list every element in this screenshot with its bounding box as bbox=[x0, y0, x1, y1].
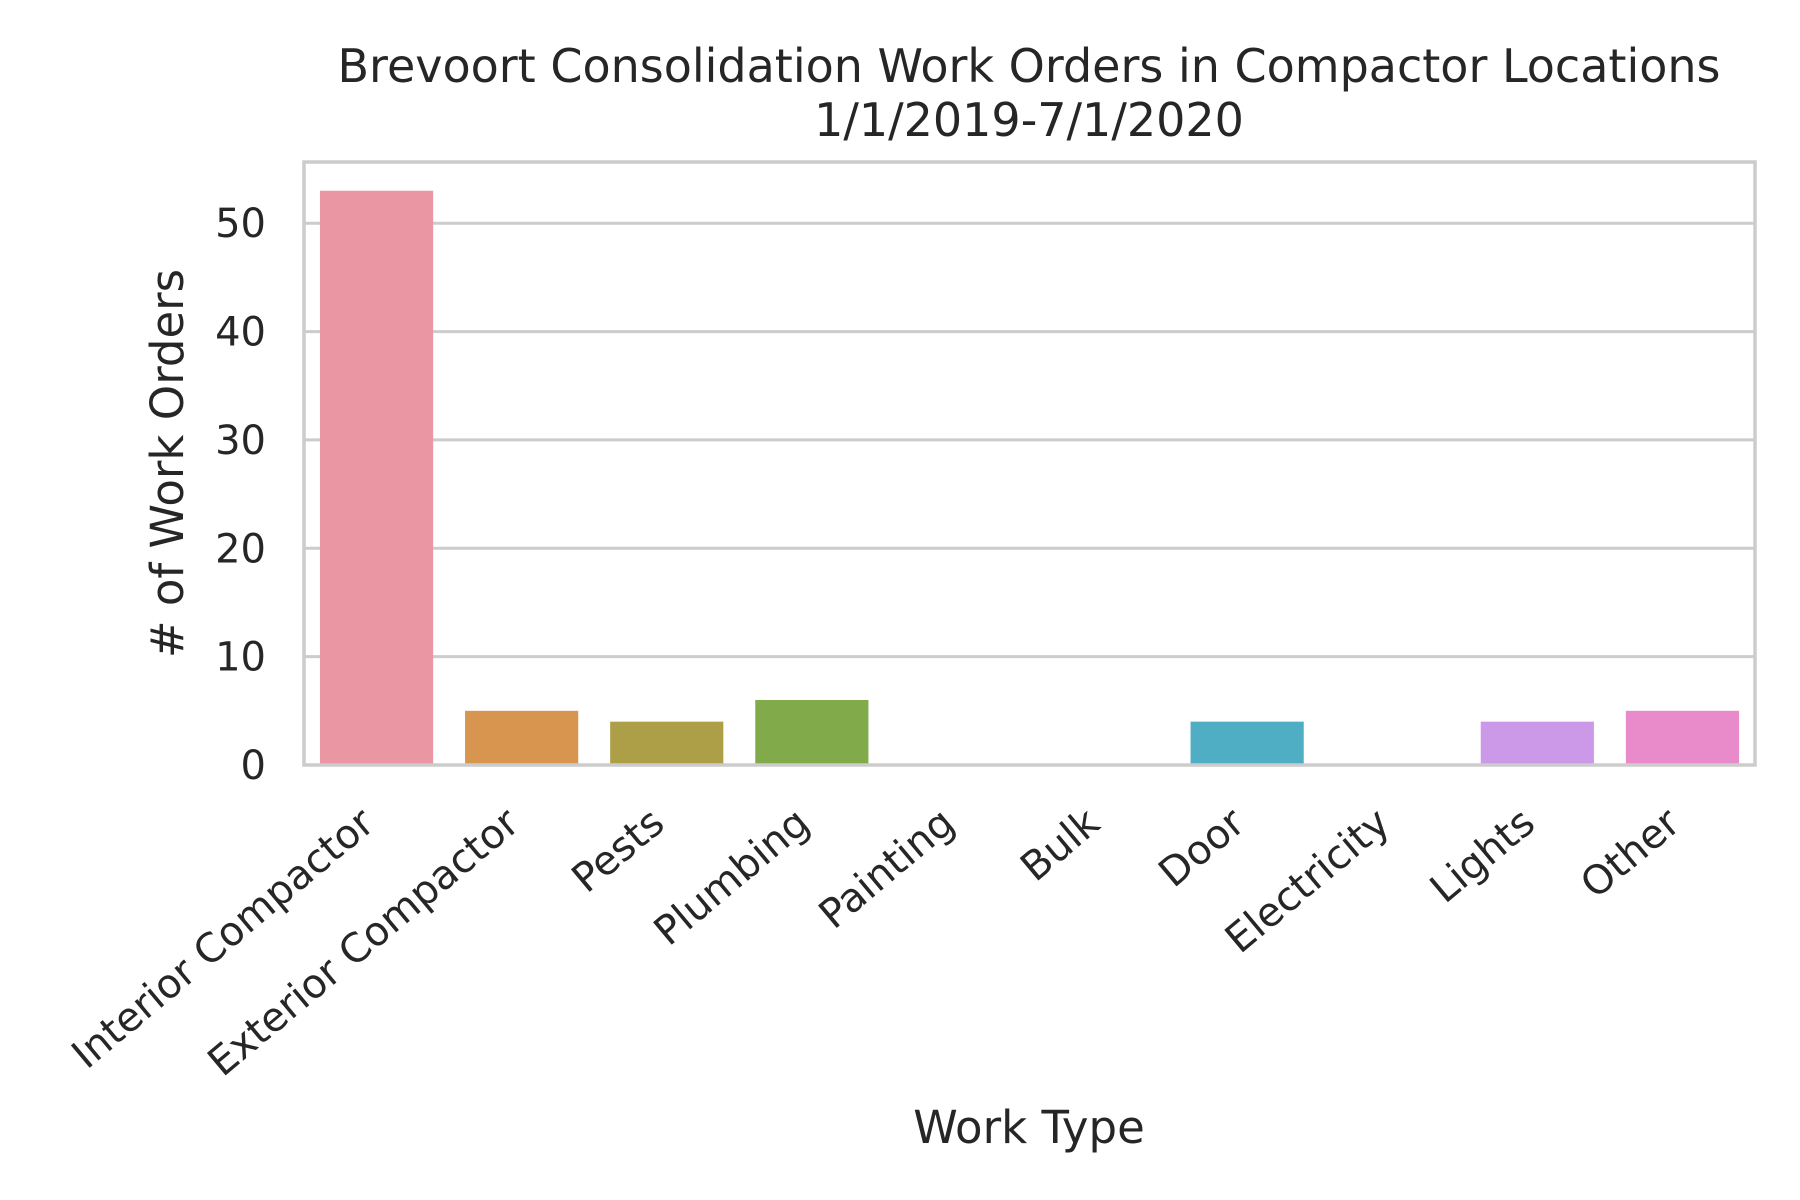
y-tick-label: 50 bbox=[215, 201, 266, 247]
x-tick-label: Other bbox=[1572, 799, 1689, 908]
y-tick-labels: 0 10 20 30 40 50 bbox=[215, 201, 266, 789]
x-tick-label: Door bbox=[1150, 799, 1254, 896]
chart-title: Brevoort Consolidation Work Orders in Co… bbox=[337, 39, 1720, 93]
bar-lights bbox=[1480, 721, 1594, 765]
y-tick-label: 30 bbox=[215, 418, 266, 464]
x-tick-label: Plumbing bbox=[646, 799, 819, 954]
bar-interior-compactor bbox=[319, 190, 434, 765]
x-tick-label: Bulk bbox=[1012, 799, 1109, 891]
gridlines bbox=[304, 221, 1755, 767]
y-tick-label: 20 bbox=[215, 526, 266, 572]
y-tick-label: 40 bbox=[215, 310, 266, 356]
y-tick-label: 0 bbox=[241, 743, 266, 789]
bar-door bbox=[1190, 721, 1304, 765]
x-axis-label: Work Type bbox=[913, 1101, 1145, 1154]
bar-other bbox=[1625, 710, 1740, 765]
bar-pests bbox=[610, 721, 724, 765]
x-tick-label: Painting bbox=[811, 799, 964, 938]
bar-plumbing bbox=[755, 699, 869, 765]
plot-frame bbox=[302, 160, 1757, 767]
y-tick-label: 10 bbox=[215, 635, 266, 681]
x-tick-label: Lights bbox=[1422, 799, 1544, 912]
x-tick-label: Pests bbox=[563, 799, 673, 902]
bars bbox=[319, 190, 1740, 765]
bar-exterior-compactor bbox=[465, 710, 579, 765]
y-axis-label: # of Work Orders bbox=[141, 269, 194, 658]
chart-subtitle: 1/1/2019-7/1/2020 bbox=[814, 93, 1244, 147]
